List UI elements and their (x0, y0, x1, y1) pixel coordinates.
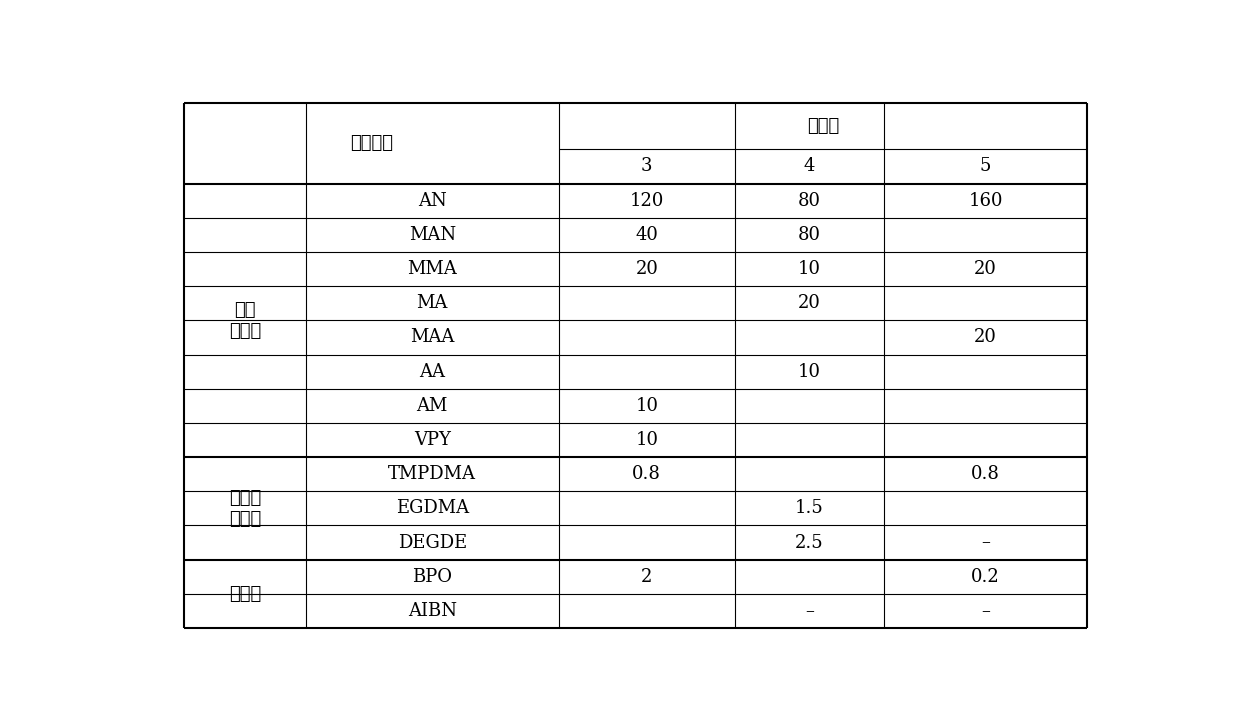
Text: MMA: MMA (408, 260, 458, 278)
Text: 20: 20 (975, 328, 997, 347)
Text: AM: AM (417, 397, 448, 415)
Text: 10: 10 (635, 431, 658, 449)
Text: 实施例: 实施例 (807, 117, 839, 135)
Text: 80: 80 (797, 192, 821, 210)
Text: MAA: MAA (410, 328, 454, 347)
Text: –: – (805, 602, 813, 620)
Text: 120: 120 (630, 192, 663, 210)
Text: VPY: VPY (414, 431, 450, 449)
Text: 0.8: 0.8 (632, 465, 661, 483)
Text: EGDMA: EGDMA (396, 499, 469, 518)
Text: TMPDMA: TMPDMA (388, 465, 476, 483)
Text: 引发剂: 引发剂 (228, 584, 260, 603)
Text: 交联剂
（克）: 交联剂 （克） (228, 489, 260, 528)
Text: BPO: BPO (412, 568, 453, 586)
Text: AA: AA (419, 363, 445, 381)
Text: AIBN: AIBN (408, 602, 456, 620)
Text: 3: 3 (641, 157, 652, 175)
Text: 20: 20 (799, 294, 821, 312)
Text: 0.8: 0.8 (971, 465, 999, 483)
Text: AN: AN (418, 192, 446, 210)
Text: 2: 2 (641, 568, 652, 586)
Text: 20: 20 (635, 260, 658, 278)
Text: –: – (981, 602, 990, 620)
Text: 制备条件: 制备条件 (350, 134, 393, 152)
Text: 4: 4 (804, 157, 815, 175)
Text: 1.5: 1.5 (795, 499, 823, 518)
Text: 160: 160 (968, 192, 1003, 210)
Text: 10: 10 (797, 363, 821, 381)
Text: DEGDE: DEGDE (398, 533, 467, 551)
Text: 40: 40 (635, 226, 658, 244)
Text: 10: 10 (797, 260, 821, 278)
Text: 0.2: 0.2 (971, 568, 999, 586)
Text: –: – (981, 533, 990, 551)
Text: 5: 5 (980, 157, 991, 175)
Text: 2.5: 2.5 (795, 533, 823, 551)
Text: MAN: MAN (409, 226, 456, 244)
Text: 单体
（克）: 单体 （克） (228, 301, 260, 340)
Text: 10: 10 (635, 397, 658, 415)
Text: 80: 80 (797, 226, 821, 244)
Text: MA: MA (417, 294, 448, 312)
Text: 20: 20 (975, 260, 997, 278)
